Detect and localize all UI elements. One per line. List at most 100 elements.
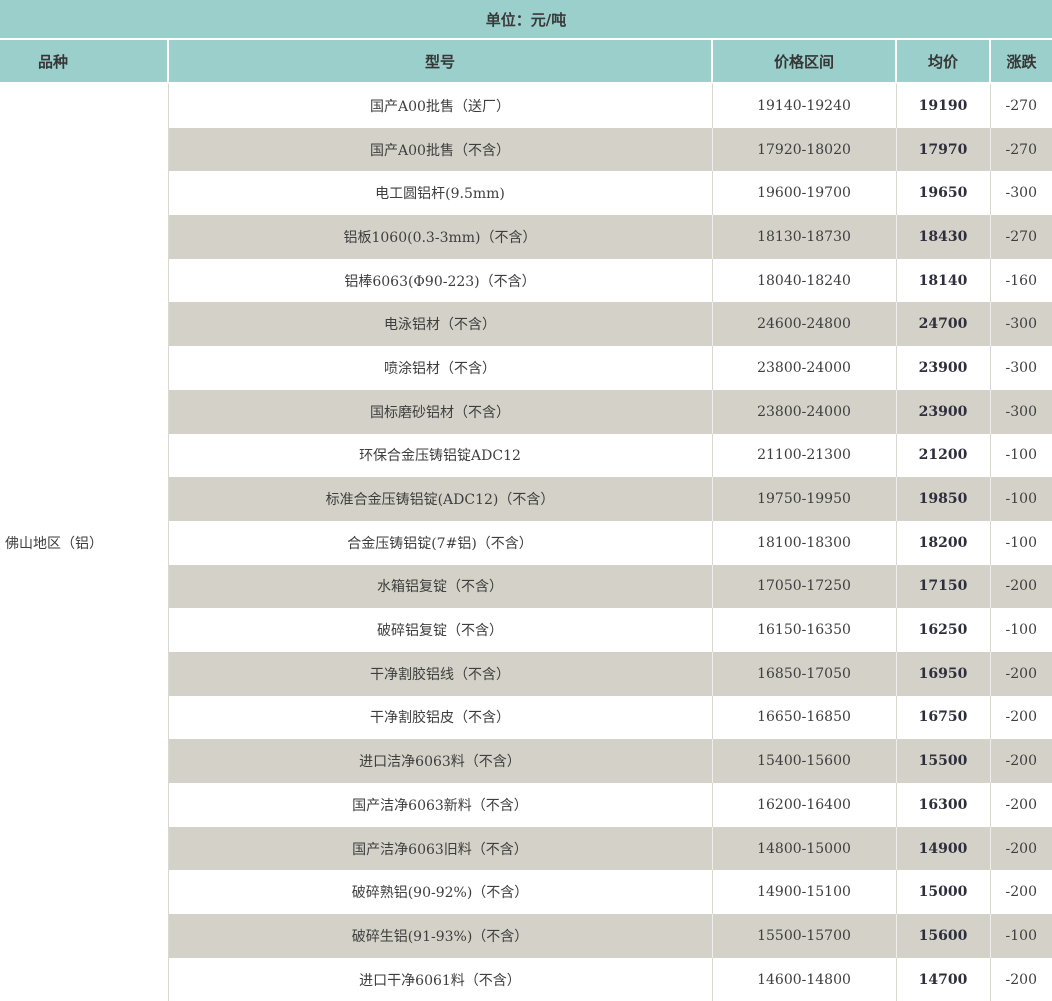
change-cell: -100 — [990, 520, 1052, 565]
change-cell: -200 — [990, 651, 1052, 696]
price-range-cell: 23800-24000 — [712, 346, 897, 390]
change-cell: -200 — [990, 564, 1052, 609]
price-range-cell: 16650-16850 — [712, 695, 897, 740]
avg-price-cell: 14900 — [896, 826, 991, 871]
unit-label: 单位：元/吨 — [0, 0, 1052, 40]
change-cell: -300 — [990, 389, 1052, 434]
change-cell: -100 — [990, 608, 1052, 652]
avg-price-cell: 19650 — [896, 171, 991, 216]
price-range-cell: 16200-16400 — [712, 783, 897, 827]
avg-price-cell: 23900 — [896, 346, 991, 390]
price-range-cell: 16850-17050 — [712, 651, 897, 696]
change-cell: -160 — [990, 258, 1052, 303]
change-cell: -200 — [990, 826, 1052, 871]
model-cell: 进口洁净6063料（不含） — [168, 739, 713, 783]
price-range-cell: 14900-15100 — [712, 870, 897, 915]
table-row: 破碎生铝(91-93%)（不含） 15500-15700 15600 -100 — [0, 914, 1052, 958]
model-cell: 干净割胶铝线（不含） — [168, 651, 713, 696]
table-row: 电泳铝材（不含） 24600-24800 24700 -300 — [0, 302, 1052, 347]
table-row: 干净割胶铝皮（不含） 16650-16850 16750 -200 — [0, 695, 1052, 740]
change-cell: -100 — [990, 914, 1052, 958]
avg-price-cell: 18200 — [896, 520, 991, 565]
table-row: 国产洁净6063新料（不含） 16200-16400 16300 -200 — [0, 783, 1052, 827]
table-row: 破碎熟铝(90-92%)（不含） 14900-15100 15000 -200 — [0, 870, 1052, 915]
avg-price-cell: 23900 — [896, 389, 991, 434]
model-cell: 铝板1060(0.3-3mm)（不含） — [168, 215, 713, 259]
table-row: 进口洁净6063料（不含） 15400-15600 15500 -200 — [0, 739, 1052, 783]
column-header-variety: 品种 — [0, 39, 169, 84]
table-row: 铝板1060(0.3-3mm)（不含） 18130-18730 18430 -270 — [0, 215, 1052, 259]
change-cell: -300 — [990, 346, 1052, 390]
table-row: 环保合金压铸铝锭ADC12 21100-21300 21200 -100 — [0, 433, 1052, 478]
price-range-cell: 19140-19240 — [712, 83, 897, 128]
model-cell: 合金压铸铝锭(7#铝)（不含） — [168, 520, 713, 565]
price-range-cell: 17050-17250 — [712, 564, 897, 609]
change-cell: -270 — [990, 83, 1052, 128]
table-row: 破碎铝复锭（不含） 16150-16350 16250 -100 — [0, 608, 1052, 652]
column-header-change: 涨跌 — [990, 39, 1052, 84]
change-cell: -100 — [990, 477, 1052, 521]
price-range-cell: 16150-16350 — [712, 608, 897, 652]
model-cell: 电泳铝材（不含） — [168, 302, 713, 347]
avg-price-cell: 16250 — [896, 608, 991, 652]
region-cell: 佛山地区（铝） — [0, 83, 169, 1001]
unit-banner-row: 单位：元/吨 — [0, 0, 1052, 40]
change-cell: -270 — [990, 215, 1052, 259]
column-header-price-range: 价格区间 — [712, 39, 897, 84]
price-range-cell: 15500-15700 — [712, 914, 897, 958]
model-cell: 标准合金压铸铝锭(ADC12)（不含） — [168, 477, 713, 521]
avg-price-cell: 15000 — [896, 870, 991, 915]
column-header-row: 品种 型号 价格区间 均价 涨跌 — [0, 39, 1052, 84]
avg-price-cell: 15500 — [896, 739, 991, 783]
table-row: 水箱铝复锭（不含） 17050-17250 17150 -200 — [0, 564, 1052, 609]
model-cell: 国产洁净6063旧料（不含） — [168, 826, 713, 871]
avg-price-cell: 16950 — [896, 651, 991, 696]
table-row: 国产A00批售（不含） 17920-18020 17970 -270 — [0, 127, 1052, 172]
avg-price-cell: 24700 — [896, 302, 991, 347]
model-cell: 喷涂铝材（不含） — [168, 346, 713, 390]
model-cell: 破碎熟铝(90-92%)（不含） — [168, 870, 713, 915]
price-range-cell: 19750-19950 — [712, 477, 897, 521]
change-cell: -100 — [990, 433, 1052, 478]
avg-price-cell: 16300 — [896, 783, 991, 827]
model-cell: 国产洁净6063新料（不含） — [168, 783, 713, 827]
price-range-cell: 14800-15000 — [712, 826, 897, 871]
model-cell: 破碎铝复锭（不含） — [168, 608, 713, 652]
price-table-body: 佛山地区（铝） 国产A00批售（送厂） 19140-19240 19190 -270 国产… — [0, 83, 1052, 1001]
avg-price-cell: 17150 — [896, 564, 991, 609]
table-row: 干净割胶铝线（不含） 16850-17050 16950 -200 — [0, 651, 1052, 696]
price-range-cell: 24600-24800 — [712, 302, 897, 347]
model-cell: 国产A00批售（不含） — [168, 127, 713, 172]
column-header-avg-price: 均价 — [896, 39, 991, 84]
price-range-cell: 15400-15600 — [712, 739, 897, 783]
table-row: 铝棒6063(Φ90-223)（不含） 18040-18240 18140 -160 — [0, 258, 1052, 303]
table-row: 合金压铸铝锭(7#铝)（不含） 18100-18300 18200 -100 — [0, 520, 1052, 565]
price-range-cell: 18040-18240 — [712, 258, 897, 303]
change-cell: -200 — [990, 695, 1052, 740]
change-cell: -200 — [990, 957, 1052, 1001]
change-cell: -270 — [990, 127, 1052, 172]
model-cell: 环保合金压铸铝锭ADC12 — [168, 433, 713, 478]
model-cell: 铝棒6063(Φ90-223)（不含） — [168, 258, 713, 303]
table-row: 喷涂铝材（不含） 23800-24000 23900 -300 — [0, 346, 1052, 390]
avg-price-cell: 15600 — [896, 914, 991, 958]
model-cell: 干净割胶铝皮（不含） — [168, 695, 713, 740]
price-range-cell: 19600-19700 — [712, 171, 897, 216]
avg-price-cell: 14700 — [896, 957, 991, 1001]
table-row: 电工圆铝杆(9.5mm) 19600-19700 19650 -300 — [0, 171, 1052, 216]
price-range-cell: 18100-18300 — [712, 520, 897, 565]
column-header-model: 型号 — [168, 39, 713, 84]
avg-price-cell: 18140 — [896, 258, 991, 303]
price-range-cell: 17920-18020 — [712, 127, 897, 172]
avg-price-cell: 19190 — [896, 83, 991, 128]
avg-price-cell: 21200 — [896, 433, 991, 478]
price-range-cell: 14600-14800 — [712, 957, 897, 1001]
avg-price-cell: 18430 — [896, 215, 991, 259]
table-row: 佛山地区（铝） 国产A00批售（送厂） 19140-19240 19190 -270 — [0, 83, 1052, 1001]
model-cell: 电工圆铝杆(9.5mm) — [168, 171, 713, 216]
avg-price-cell: 17970 — [896, 127, 991, 172]
table-row: 国产洁净6063旧料（不含） 14800-15000 14900 -200 — [0, 826, 1052, 871]
model-cell: 国产A00批售（送厂） — [168, 83, 713, 128]
model-cell: 国标磨砂铝材（不含） — [168, 389, 713, 434]
